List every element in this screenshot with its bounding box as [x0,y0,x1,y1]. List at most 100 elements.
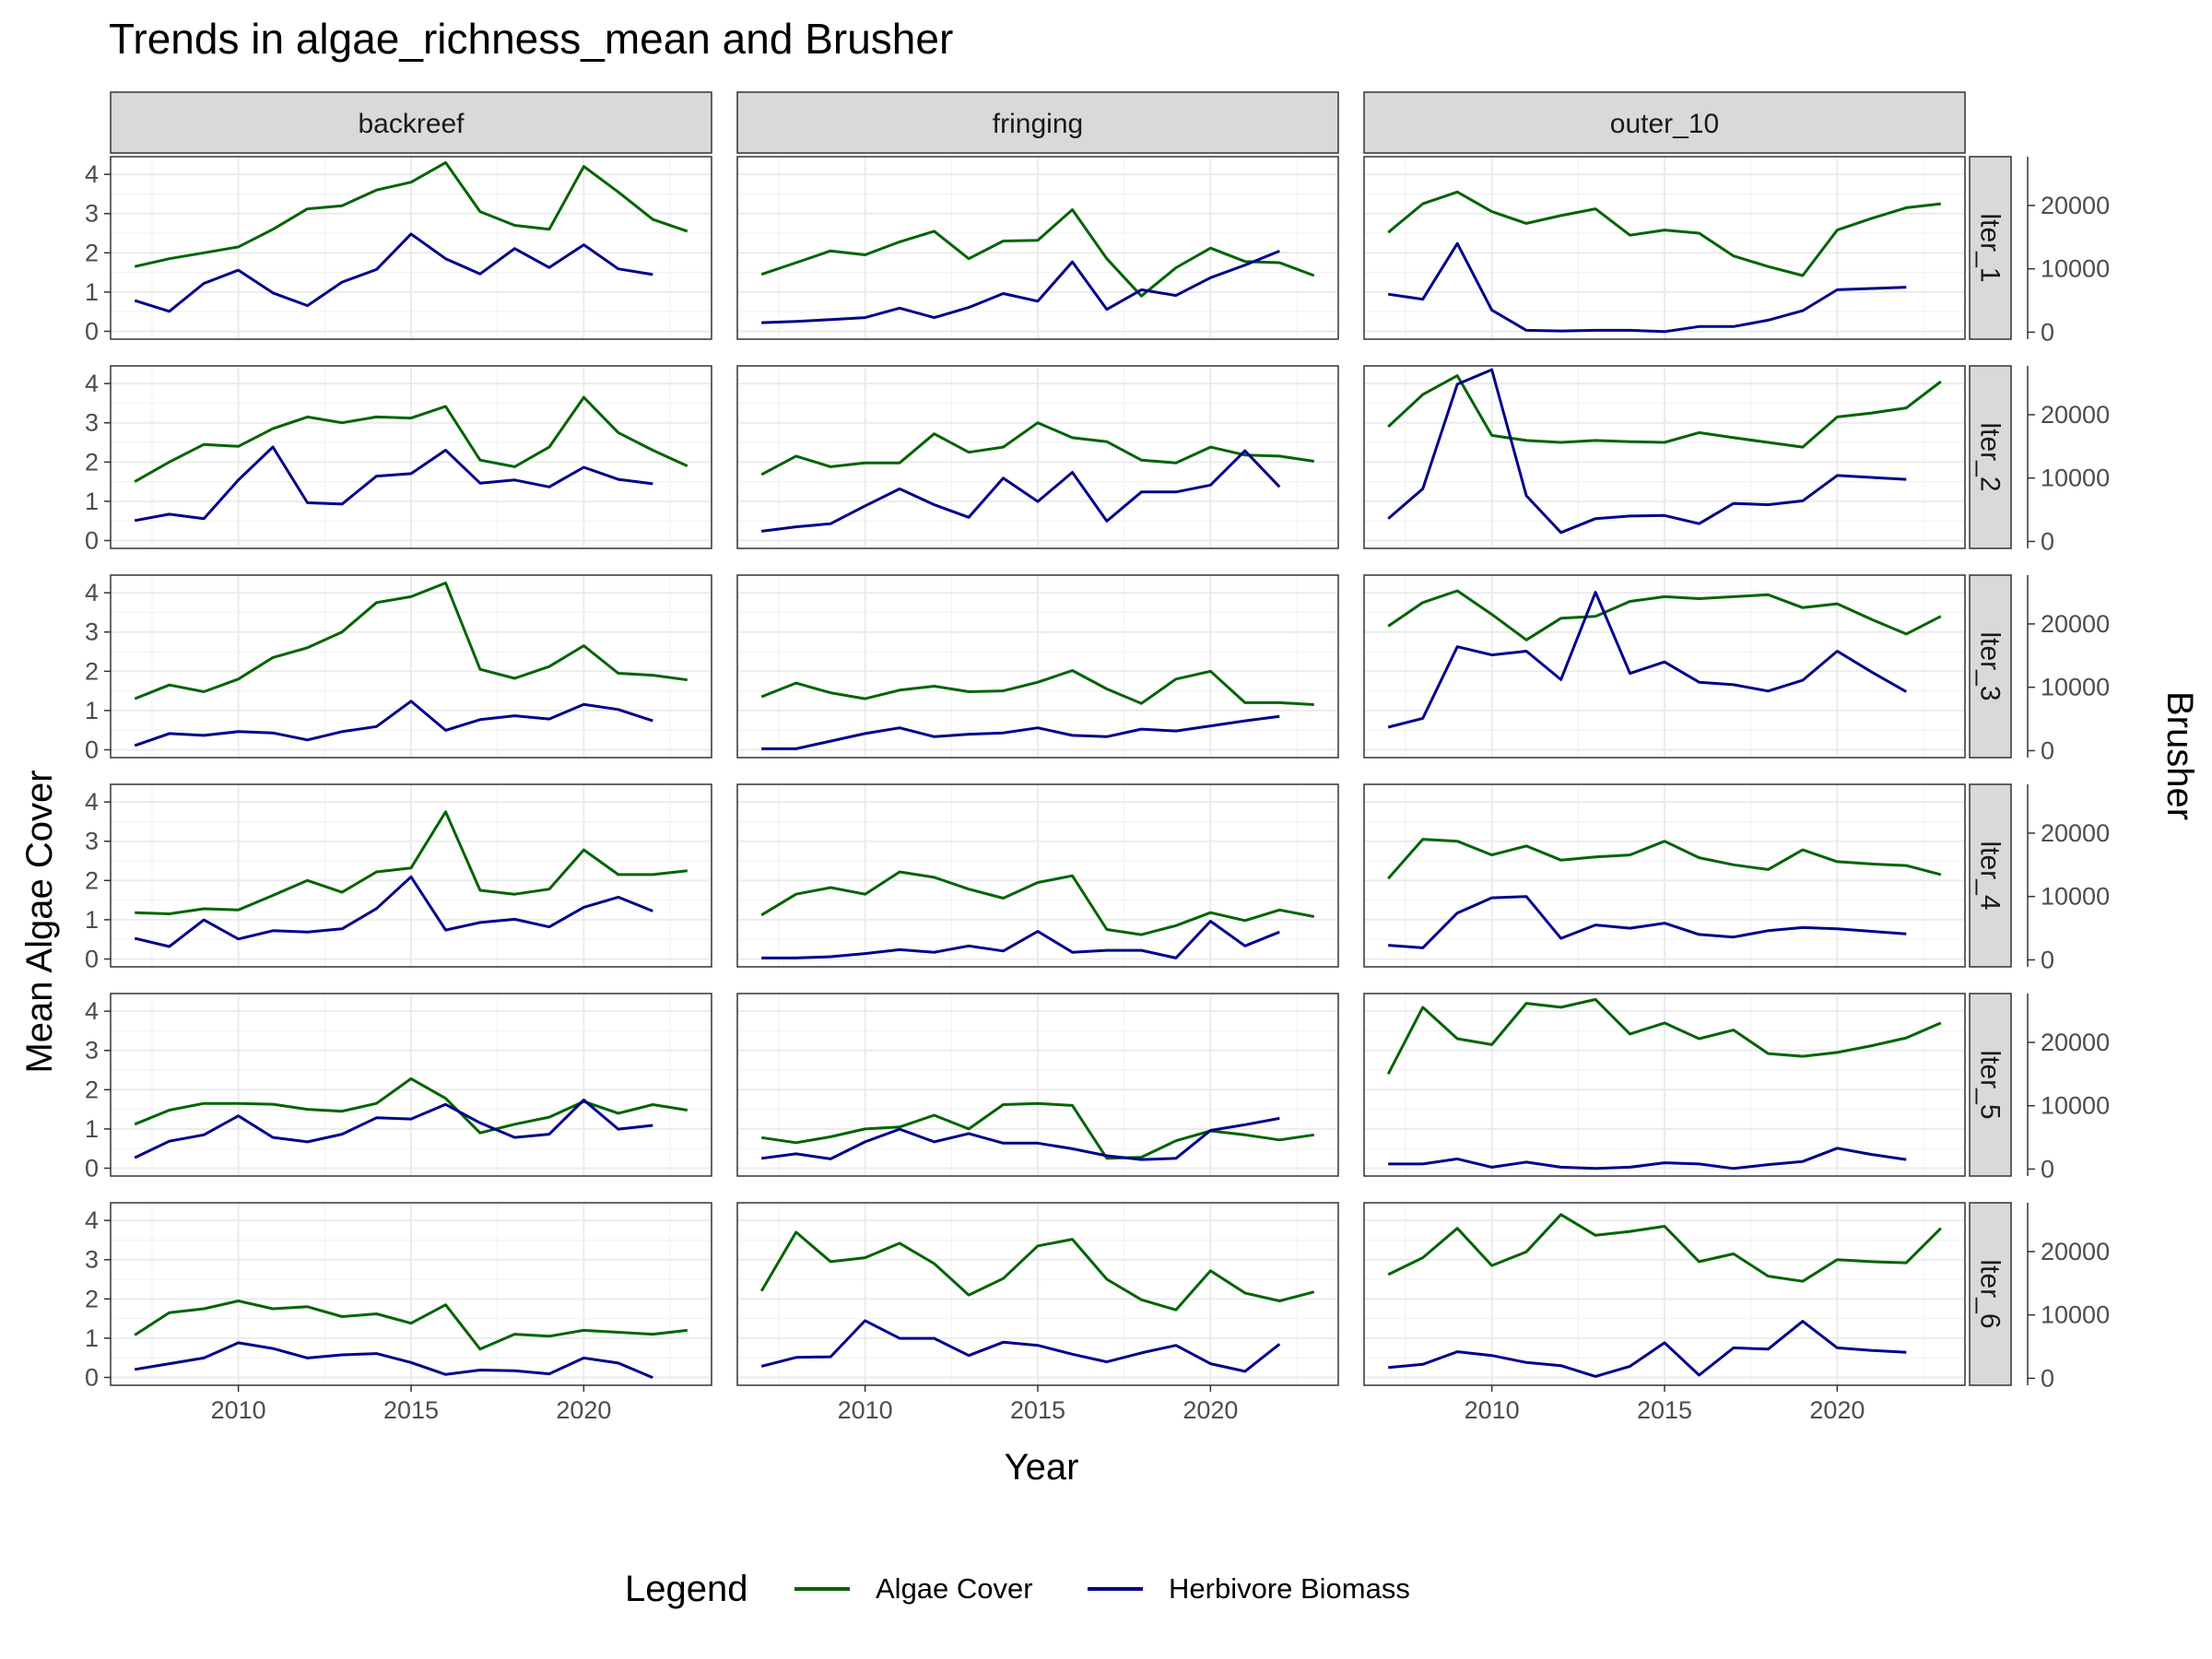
y2-tick-label: 20000 [2041,192,2110,219]
strip-label-backreef: backreef [358,109,465,139]
y-tick-label: 3 [85,1246,99,1274]
panel-border [736,156,1339,340]
row-strip-label-lter_2: lter_2 [1975,422,2006,491]
series-line-herbivore-biomass [761,714,1280,750]
y-tick-label: 3 [85,1037,99,1065]
y2-tick-label: 20000 [2041,610,2110,638]
y-tick-label: 3 [85,828,99,855]
y2-tick-label: 0 [2041,946,2054,973]
series-line-herbivore-biomass [134,875,653,948]
row-strip-label-lter_4: lter_4 [1975,841,2006,910]
y-tick-label: 3 [85,409,99,437]
row-strip-label-lter_3: lter_3 [1975,631,2006,700]
series-line-herbivore-biomass [1387,241,1907,334]
series-line-algae-cover [759,1230,1315,1312]
y2-tick-label: 10000 [2041,255,2110,283]
row-strip-label-lter_6: lter_6 [1975,1259,2006,1328]
panel-border [1363,783,1966,968]
series-line-herbivore-biomass [134,1099,653,1159]
x-axis-label: Year [1005,1447,1079,1488]
chart-title: Trends in algae_richness_mean and Brushe… [109,15,953,63]
row-strip-label-lter_5: lter_5 [1975,1050,2006,1119]
legend: Legend Algae Cover Herbivore Biomass [625,1569,1410,1609]
row-strip-lter_1 [1969,156,2012,340]
panel-border [110,365,712,549]
row-strip-lter_5 [1969,993,2012,1177]
y-tick-label: 3 [85,618,99,646]
panel-backreef-lter_2 [110,365,712,549]
y2-tick-label: 20000 [2041,819,2110,847]
panel-border [1363,156,1966,340]
panel-border [1363,993,1966,1177]
x-tick-label: 2020 [556,1396,611,1424]
series-line-herbivore-biomass [1387,368,1907,535]
series-line-herbivore-biomass [134,700,653,747]
y2-tick-label: 20000 [2041,1029,2110,1056]
x-tick-label: 2010 [1465,1396,1520,1424]
series-line-algae-cover [1387,838,1942,880]
series-line-algae-cover [760,421,1315,477]
y-tick-label: 3 [85,200,99,228]
y-axis-label: Mean Algae Cover [19,770,60,1073]
y-tick-label: 4 [85,997,99,1025]
row-strip-lter_2 [1969,365,2012,549]
panel-border [736,993,1339,1177]
y-tick-label: 1 [85,278,99,306]
series-line-algae-cover [134,1300,688,1351]
panel-backreef-lter_5 [110,993,712,1177]
series-line-herbivore-biomass [760,1319,1281,1373]
row-strip-label-lter_1: lter_1 [1975,213,2006,282]
y-tick-label: 0 [85,526,99,554]
y2-axis-label: Brusher [2159,691,2200,820]
y2-tick-label: 0 [2041,527,2054,555]
panel-outer_10-lter_1 [1363,156,1966,340]
y-tick-label: 0 [85,1363,99,1391]
y-tick-label: 0 [85,317,99,345]
series-line-algae-cover [1387,589,1942,641]
strip-backreef [110,91,712,154]
y-tick-label: 2 [85,866,99,894]
panel-outer_10-lter_3 [1363,574,1966,759]
panel-border [1363,574,1966,759]
y-tick-label: 2 [85,657,99,685]
y-tick-label: 2 [85,239,99,266]
series-line-algae-cover [134,1077,688,1135]
y2-tick-label: 10000 [2041,883,2110,911]
y-tick-label: 4 [85,370,99,397]
series-line-herbivore-biomass [761,1116,1280,1161]
panel-border [736,365,1339,549]
row-strip-lter_4 [1969,783,2012,968]
panel-outer_10-lter_5 [1363,993,1966,1177]
series-line-algae-cover [134,160,688,268]
series-line-herbivore-biomass [134,445,653,523]
y2-tick-label: 10000 [2041,674,2110,701]
strip-outer_10 [1363,91,1966,154]
panel-backreef-lter_4 [110,783,712,968]
panel-outer_10-lter_4 [1363,783,1966,968]
series-line-herbivore-biomass [761,250,1280,324]
panel-fringing-lter_5 [736,993,1339,1177]
y-tick-label: 2 [85,1076,99,1103]
legend-label-herbivore-biomass: Herbivore Biomass [1169,1572,1410,1605]
y2-tick-label: 0 [2041,318,2054,346]
panel-border [110,574,712,759]
panel-fringing-lter_4 [736,783,1339,968]
y2-tick-label: 0 [2041,736,2054,764]
y-tick-label: 0 [85,735,99,763]
series-line-algae-cover [1386,997,1942,1075]
y-tick-label: 4 [85,1206,99,1234]
panel-border [110,993,712,1177]
panel-backreef-lter_1 [110,156,712,340]
x-tick-label: 2010 [838,1396,893,1424]
series-line-herbivore-biomass [1388,895,1907,949]
series-line-algae-cover [760,1101,1315,1160]
x-tick-label: 2015 [383,1396,439,1424]
strip-fringing [736,91,1339,154]
y-tick-label: 1 [85,488,99,515]
series-line-algae-cover [1387,374,1942,449]
legend-label-algae-cover: Algae Cover [876,1572,1033,1605]
x-tick-label: 2015 [1637,1396,1692,1424]
y2-tick-label: 10000 [2041,465,2110,492]
y-tick-label: 2 [85,448,99,476]
series-line-algae-cover [760,870,1315,936]
